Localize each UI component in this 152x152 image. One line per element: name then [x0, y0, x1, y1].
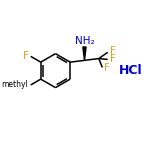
- Text: F: F: [110, 54, 116, 64]
- Text: F: F: [104, 63, 110, 73]
- Text: F: F: [23, 51, 28, 61]
- Text: methyl: methyl: [1, 80, 28, 89]
- Text: F: F: [110, 46, 116, 56]
- Text: HCl: HCl: [119, 64, 142, 77]
- Polygon shape: [83, 47, 86, 60]
- Text: NH₂: NH₂: [75, 36, 94, 46]
